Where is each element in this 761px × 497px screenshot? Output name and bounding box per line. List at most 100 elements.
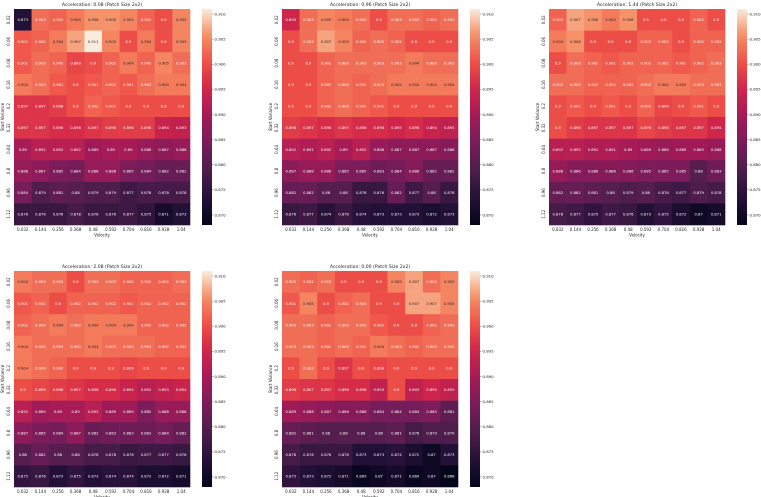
heatmap-cell <box>66 117 85 139</box>
cell-label: 0.907 <box>426 302 437 306</box>
cell-label: 0.884 <box>53 431 64 435</box>
cell-label: 0.902 <box>18 323 29 327</box>
cell-label: 0.904 <box>158 83 169 87</box>
cell-label: 0.873 <box>641 213 652 217</box>
x-tick-label: 0.704 <box>123 489 135 494</box>
cell-label: 0.886 <box>444 148 455 152</box>
y-tick-label: 0.8 <box>274 429 279 436</box>
heatmap-cell <box>84 379 103 401</box>
colorbar-tick-label: 0.905 <box>483 298 495 303</box>
cell-label: 0.903 <box>711 83 722 87</box>
heatmap-cell <box>584 138 603 161</box>
heatmap-cell <box>440 73 459 96</box>
cell-label: 0.876 <box>623 213 634 217</box>
cell-label: 0.904 <box>53 323 64 327</box>
cell-label: 0.875 <box>588 213 599 217</box>
x-tick-label: 0.592 <box>640 227 652 232</box>
cell-label: 0.9 <box>90 61 97 65</box>
heatmap-panel-0: Acceleration: 0.08 (Patch Size 2x2) 0.873… <box>0 2 226 238</box>
heatmap-cell <box>84 357 103 380</box>
x-tick-label: 0.48 <box>357 227 366 232</box>
heatmap-cell <box>299 203 318 226</box>
heatmap-cell <box>66 422 85 445</box>
heatmap-cell <box>334 30 353 53</box>
cell-label: 0.882 <box>444 169 455 173</box>
cell-label: 0.907 <box>570 18 581 22</box>
heatmap-cell <box>317 73 336 96</box>
cell-label: 0.872 <box>141 475 152 479</box>
heatmap-cell <box>119 73 138 96</box>
cell-label: 0.903 <box>391 18 402 22</box>
cell-label: 0.884 <box>409 410 420 414</box>
heatmap-cell <box>14 443 32 466</box>
heatmap-cell <box>440 271 459 293</box>
heatmap-cell <box>619 30 638 53</box>
heatmap-cell <box>119 117 138 139</box>
heatmap-cell <box>282 379 300 401</box>
heatmap-cell <box>282 73 300 96</box>
heatmap-cell <box>119 160 138 183</box>
y-tick-label: 0.02 <box>6 277 11 286</box>
heatmap-cell <box>14 335 32 358</box>
heatmap-cell <box>405 160 424 183</box>
heatmap-cell <box>66 181 85 204</box>
heatmap-cell <box>137 271 156 293</box>
heatmap-cell <box>352 465 371 488</box>
cell-label: 0.871 <box>158 213 169 217</box>
heatmap-cell <box>387 95 406 118</box>
heatmap-cell <box>282 138 300 161</box>
cell-label: 0.882 <box>158 169 169 173</box>
cell-label: 0.873 <box>444 453 455 457</box>
cell-label: 0.897 <box>693 126 704 130</box>
cell-label: 0.893 <box>409 388 420 392</box>
cell-label: 0.899 <box>35 388 46 392</box>
cell-label: 0.895 <box>426 388 437 392</box>
heatmap-cell <box>317 379 336 401</box>
heatmap-cell <box>154 138 173 161</box>
x-tick-label: 0.144 <box>35 489 47 494</box>
heatmap-cell <box>119 203 138 226</box>
cell-label: 0.9 <box>125 40 132 44</box>
heatmap-cell <box>154 400 173 423</box>
heatmap-cell <box>405 117 424 139</box>
heatmap-cell <box>370 357 388 380</box>
cell-label: 0.9 <box>713 18 720 22</box>
heatmap-cell <box>102 160 120 183</box>
heatmap-cell <box>440 138 459 161</box>
cell-label: 0.872 <box>321 475 332 479</box>
heatmap-cell <box>352 160 371 183</box>
cell-label: 0.888 <box>374 148 385 152</box>
cell-label: 0.902 <box>356 345 367 349</box>
heatmap-cell <box>637 73 655 96</box>
cell-label: 0.896 <box>356 388 367 392</box>
heatmap-cell <box>619 160 638 183</box>
cell-label: 0.885 <box>123 169 134 173</box>
heatmap-cell <box>137 73 156 96</box>
cell-label: 0.885 <box>338 169 349 173</box>
heatmap-cell <box>154 357 173 380</box>
colorbar-tick-label: 0.890 <box>750 112 761 117</box>
heatmap-cell <box>619 181 638 204</box>
cell-label: 0.903 <box>303 345 314 349</box>
heatmap-cell <box>154 203 173 226</box>
heatmap-cell <box>370 292 388 315</box>
colorbar-tick-label: 0.870 <box>750 212 761 217</box>
cell-label: 0.88 <box>19 453 28 457</box>
cell-label: 0.891 <box>605 148 616 152</box>
heatmap-cell <box>387 335 406 358</box>
heatmap-cell <box>14 422 32 445</box>
heatmap-cell <box>654 117 673 139</box>
cell-label: 0.903 <box>35 61 46 65</box>
heatmap-cell <box>102 9 120 31</box>
cell-label: 0.905 <box>106 40 117 44</box>
x-tick-label: 0.256 <box>320 489 332 494</box>
cell-label: 0.906 <box>106 18 117 22</box>
cell-label: 0.9 <box>161 367 168 371</box>
heatmap-cell <box>422 314 441 337</box>
cell-label: 0.9 <box>625 40 632 44</box>
cell-label: 0.9 <box>73 105 80 109</box>
heatmap-cell <box>387 292 406 315</box>
cell-label: 0.9 <box>393 323 400 327</box>
cell-label: 0.904 <box>18 83 29 87</box>
heatmap-cell <box>654 203 673 226</box>
